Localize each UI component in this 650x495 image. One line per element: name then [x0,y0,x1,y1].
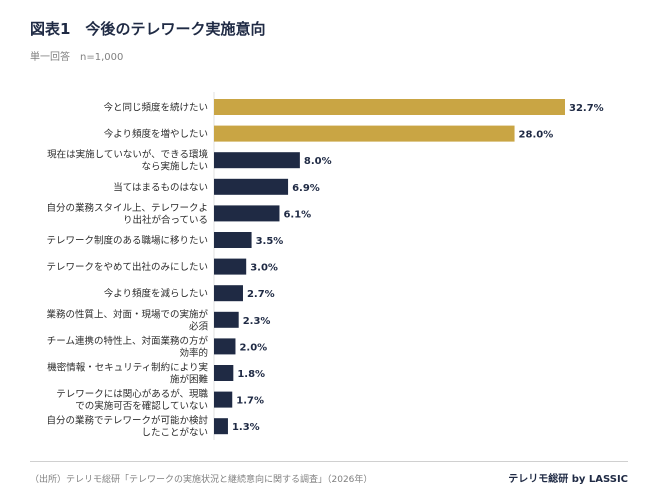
bar-13 [214,418,228,435]
source-note: （出所）テレリモ総研「テレワークの実施状況と継続意向に関する調査」（2026年） [30,475,373,485]
bar-11 [214,365,234,381]
bars-group: 32.7% 今と同じ頻度を続けたい 28.0% 今より頻度を増やしたい 8.0% 現在は実… [46,99,604,439]
bar-chart: 32.7% 今と同じ頻度を続けたい 28.0% 今より頻度を増やしたい 8.0% 現在は実… [46,92,604,440]
bar-9 [214,311,239,328]
value-label-11: 1.8% [237,369,265,380]
value-label-8: 2.7% [247,289,275,300]
bar-5 [214,205,280,222]
value-label-5: 6.1% [283,209,311,220]
value-label-9: 2.3% [243,316,271,327]
category-label-8: 今より頻度を減らしたい [104,288,208,300]
bar-7 [214,258,247,275]
value-label-4: 6.9% [292,183,320,194]
value-label-1: 32.7% [569,103,604,114]
value-label-13: 1.3% [232,422,260,433]
bar-4 [214,178,289,195]
value-label-10: 2.0% [239,342,267,353]
brand-label: テレリモ総研 by LASSIC [508,474,628,485]
bar-10 [214,338,236,355]
category-label-11: 機密情報・セキュリティ制約により実施が困難 [47,362,208,386]
category-label-6: テレワーク制度のある職場に移りたい [46,235,208,247]
category-label-5: 自分の業務スタイル上、テレワークより出社が合っている [46,202,208,226]
bar-12 [214,391,233,408]
category-label-13: 自分の業務でテレワークが可能か検討したことがない [46,415,208,439]
category-label-9: 業務の性質上、対面・現場での実施が必須 [46,308,208,332]
value-label-3: 8.0% [304,156,332,167]
chart-title: 図表1 今後のテレワーク実施意向 [30,20,266,38]
bar-3 [214,152,300,169]
bar-1 [214,99,565,115]
footer-divider [30,461,628,462]
category-label-1: 今と同じ頻度を続けたい [103,102,208,114]
bar-8 [214,285,243,302]
bar-2 [214,125,515,142]
value-label-7: 3.0% [250,263,278,274]
value-label-12: 1.7% [236,396,264,407]
category-label-12: テレワークには関心があるが、現職での実施可否を確認していない [56,388,208,412]
category-label-3: 現在は実施していないが、できる環境なら実施したい [47,149,208,173]
chart-subtitle: 単一回答 n=1,000 [30,52,124,63]
category-label-2: 今より頻度を増やしたい [104,128,208,140]
category-label-7: テレワークをやめて出社のみにしたい [46,261,208,273]
bar-6 [214,232,252,248]
category-label-4: 当てはまるものはない [113,181,208,193]
value-label-6: 3.5% [256,236,284,247]
category-label-10: チーム連携の特性上、対面業務の方が効率的 [47,335,209,359]
value-label-2: 28.0% [519,130,554,141]
